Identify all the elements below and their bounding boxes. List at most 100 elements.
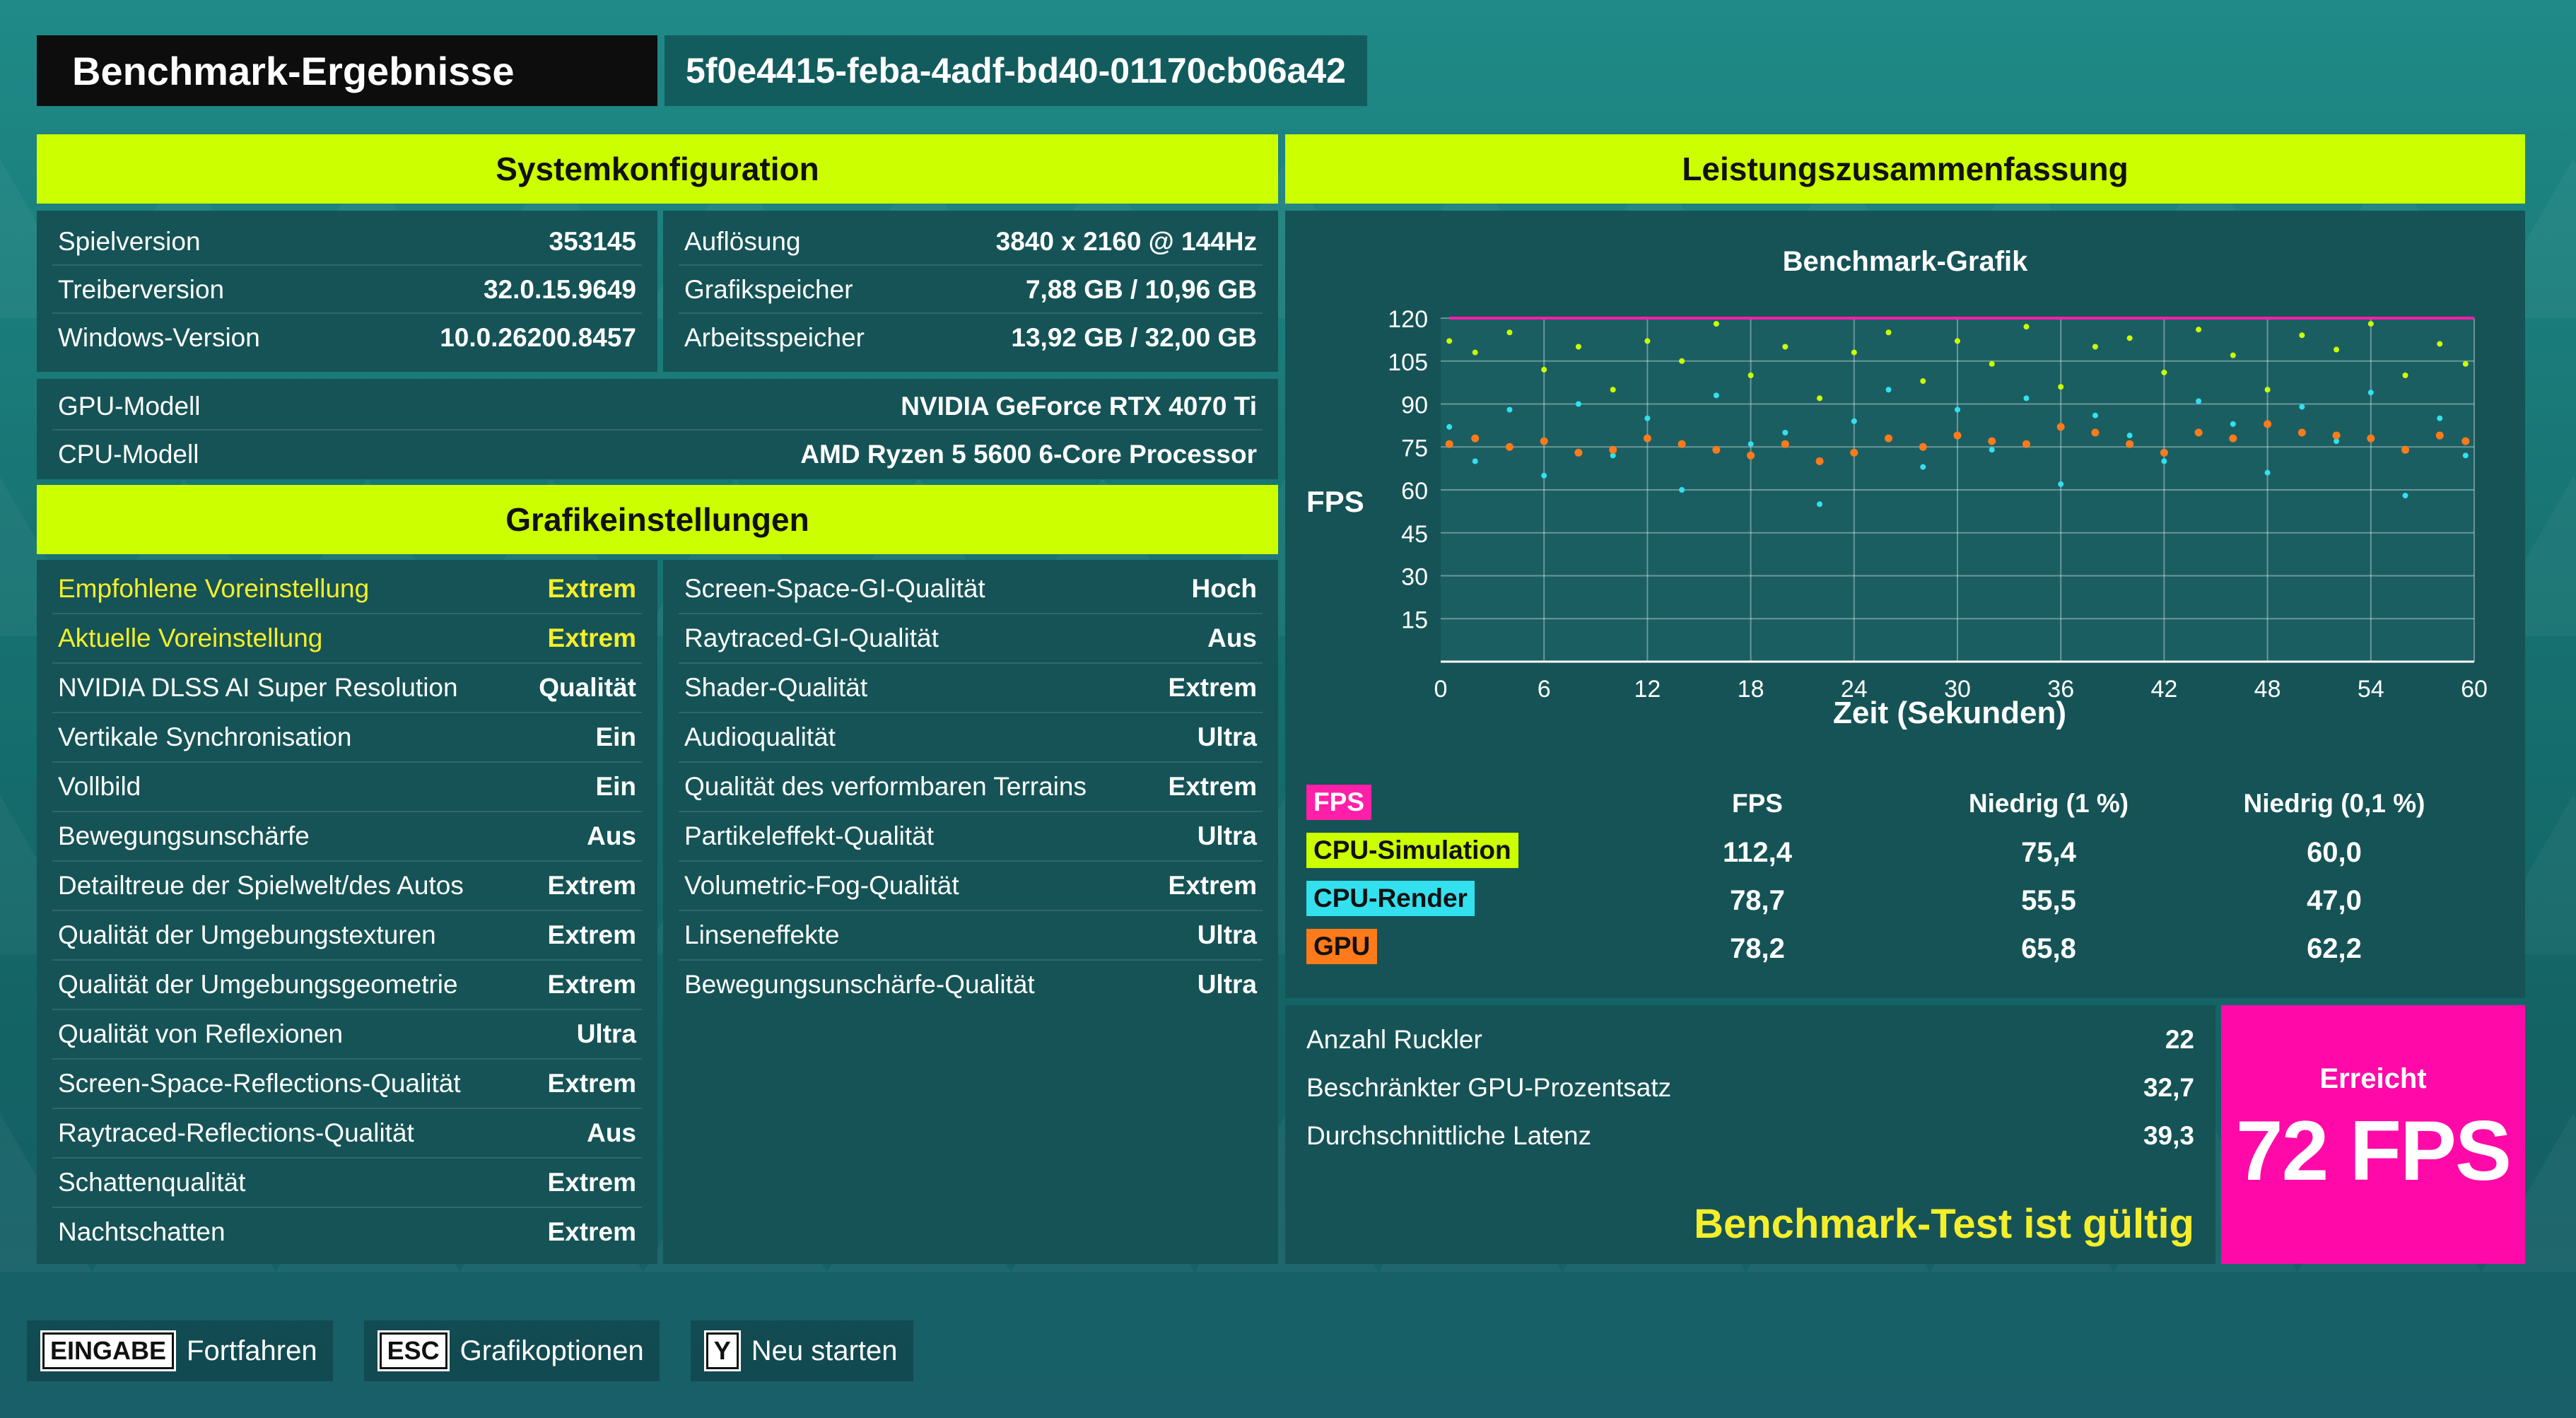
- setting-value: Extrem: [547, 1217, 636, 1246]
- setting-row: Screen-Space-Reflections-Qualität Extrem: [58, 1059, 636, 1108]
- stat-label: Beschränkter GPU-Prozentsatz: [1306, 1073, 1672, 1102]
- chart-ylabel: FPS: [1306, 485, 1364, 518]
- setting-row: Bewegungsunschärfe-Qualität Ultra: [684, 960, 1257, 1009]
- data-point: [2023, 395, 2030, 402]
- setting-row: Auflösung 3840 x 2160 @ 144Hz: [684, 217, 1257, 266]
- data-point: [2462, 361, 2469, 367]
- data-point: [1920, 378, 1926, 385]
- data-point: [2437, 341, 2443, 347]
- data-point: [2367, 434, 2375, 443]
- row-divider: [52, 264, 642, 266]
- row-divider: [679, 312, 1263, 314]
- setting-label: Detailtreue der Spielwelt/des Autos: [58, 871, 464, 900]
- chart-title: Benchmark-Grafik: [1782, 246, 2028, 277]
- setting-row: NVIDIA DLSS AI Super Resolution Qualität: [58, 663, 636, 713]
- stat-row: Durchschnittliche Latenz 39,3: [1306, 1111, 2194, 1161]
- data-point: [1610, 452, 1616, 459]
- data-point: [2461, 437, 2470, 445]
- setting-label: Vollbild: [58, 772, 141, 801]
- setting-value: Extrem: [547, 970, 636, 999]
- stat-row: Anzahl Ruckler 22: [1306, 1015, 2194, 1065]
- setting-value: Ultra: [1197, 722, 1257, 751]
- system-right-panel: Auflösung 3840 x 2160 @ 144Hz Grafikspeich…: [663, 211, 1278, 372]
- stat-value: 32,7: [2143, 1073, 2194, 1102]
- x-tick-label: 30: [1944, 676, 1971, 703]
- graphics-options-button[interactable]: ESC Grafikoptionen: [363, 1320, 660, 1381]
- data-point: [1988, 437, 1996, 445]
- data-point: [1817, 395, 1823, 402]
- setting-row: CPU-Modell AMD Ryzen 5 5600 6-Core Proces…: [58, 430, 1257, 479]
- setting-label: Audioqualität: [684, 722, 836, 751]
- data-point: [2401, 445, 2410, 454]
- setting-value: Extrem: [1168, 673, 1257, 702]
- setting-label: Qualität von Reflexionen: [58, 1019, 344, 1048]
- setting-row: Schattenqualität Extrem: [58, 1158, 636, 1207]
- legend-tag: CPU-Simulation: [1306, 833, 1518, 868]
- stat-label: Anzahl Ruckler: [1306, 1025, 1482, 1054]
- valid-message: Benchmark-Test ist gültig: [1694, 1201, 2194, 1247]
- fps-value: 62,2: [2307, 933, 2362, 964]
- data-point: [1955, 406, 1960, 413]
- setting-row: Treiberversion 32.0.15.9649: [58, 265, 636, 315]
- plot-area: [1441, 318, 2474, 662]
- data-point: [2462, 452, 2469, 459]
- setting-value: Extrem: [547, 920, 636, 949]
- data-point: [2334, 346, 2340, 353]
- x-tick-label: 36: [2047, 676, 2074, 703]
- data-point: [1540, 437, 1548, 445]
- data-point: [2056, 423, 2065, 431]
- x-tick-label: 12: [1634, 676, 1661, 703]
- setting-label: Qualität der Umgebungsgeometrie: [58, 970, 458, 999]
- setting-row: Vertikale Synchronisation Ein: [58, 713, 636, 762]
- data-point: [1885, 387, 1892, 393]
- setting-label: Raytraced-Reflections-Qualität: [58, 1118, 414, 1147]
- button-label: Fortfahren: [187, 1335, 317, 1366]
- setting-value: Extrem: [547, 574, 636, 603]
- chart-xlabel: Zeit (Sekunden): [1832, 696, 2067, 730]
- data-point: [1574, 448, 1583, 457]
- setting-label: CPU-Modell: [58, 440, 199, 469]
- setting-row: Raytraced-Reflections-Qualität Aus: [58, 1108, 636, 1158]
- setting-value: Aus: [587, 821, 636, 850]
- setting-label: Windows-Version: [58, 323, 260, 352]
- setting-row: Qualität der Umgebungstexturen Extrem: [58, 910, 636, 960]
- data-point: [2196, 398, 2202, 404]
- row-divider: [52, 662, 642, 664]
- data-point: [2092, 412, 2098, 418]
- setting-label: Raytraced-GI-Qualität: [684, 623, 939, 652]
- y-tick-label: 105: [1388, 349, 1428, 376]
- data-point: [2264, 469, 2271, 476]
- setting-row: Audioqualität Ultra: [684, 713, 1257, 762]
- data-point: [2297, 428, 2306, 437]
- data-point: [2264, 387, 2271, 393]
- row-divider: [52, 910, 642, 911]
- y-tick-label: 90: [1401, 392, 1428, 419]
- row-divider: [52, 429, 1263, 430]
- setting-label: Bewegungsunschärfe: [58, 821, 310, 850]
- data-point: [1850, 448, 1858, 457]
- column-header: FPS: [1732, 789, 1783, 818]
- legend-tag-fps: FPS: [1306, 785, 1371, 820]
- setting-row: Shader-Qualität Extrem: [684, 663, 1257, 713]
- result-label: Erreicht: [2319, 1062, 2427, 1094]
- setting-value: 3840 x 2160 @ 144Hz: [995, 227, 1257, 256]
- data-point: [1644, 415, 1651, 421]
- data-point: [1713, 321, 1719, 327]
- data-point: [1506, 329, 1513, 336]
- restart-button[interactable]: Y Neu starten: [690, 1320, 913, 1381]
- setting-value: 13,92 GB / 32,00 GB: [1011, 323, 1257, 352]
- data-point: [1712, 445, 1721, 454]
- data-point: [2332, 431, 2341, 440]
- data-point: [1851, 418, 1857, 424]
- run-id-box: 5f0e4415-feba-4adf-bd40-01170cb06a42: [665, 35, 1367, 106]
- y-tick-label: 75: [1401, 435, 1428, 462]
- data-point: [1505, 443, 1514, 451]
- y-tick-label: 60: [1401, 478, 1428, 505]
- column-header: Niedrig (1 %): [1968, 789, 2129, 818]
- setting-label: Linseneffekte: [684, 920, 840, 949]
- data-point: [1541, 366, 1547, 373]
- data-point: [1747, 373, 1754, 378]
- data-point: [2334, 438, 2340, 445]
- setting-row: Vollbild Ein: [58, 762, 636, 811]
- continue-button[interactable]: EINGABE Fortfahren: [27, 1320, 333, 1381]
